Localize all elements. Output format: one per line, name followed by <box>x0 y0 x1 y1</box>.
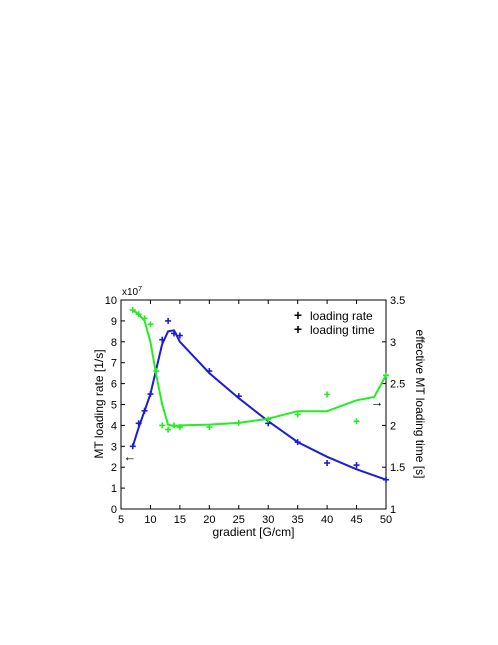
data-point-loading-time <box>265 416 272 423</box>
data-point-loading-time <box>141 315 148 322</box>
exponent-label: x107 <box>122 286 142 298</box>
data-point-loading-rate <box>165 317 172 324</box>
data-point-loading-time <box>165 426 172 433</box>
x-axis-label: gradient [G/cm] <box>212 525 294 539</box>
x-tick-label: 40 <box>321 514 333 526</box>
x-tick-label: 50 <box>380 514 392 526</box>
data-point-loading-rate <box>235 393 242 400</box>
data-point-loading-time <box>153 368 160 375</box>
left-y-tick-label: 1 <box>111 483 117 495</box>
axis-arrow-annotation: → <box>371 394 384 409</box>
data-point-loading-time <box>171 422 177 429</box>
left-y-tick-label: 3 <box>111 441 117 453</box>
left-y-tick-label: 0 <box>111 504 117 516</box>
series-layer: ←→ <box>123 307 389 483</box>
data-point-loading-rate <box>141 407 148 414</box>
data-point-loading-time <box>294 411 301 418</box>
data-point-loading-time <box>383 372 389 379</box>
left-y-tick-label: 4 <box>111 420 117 432</box>
series-line-loading-rate <box>131 329 387 481</box>
legend-label-loading-rate: loading rate <box>310 309 373 323</box>
x-tick-label: 10 <box>144 514 156 526</box>
right-y-tick-label: 1.5 <box>390 462 405 474</box>
data-point-loading-time <box>159 422 166 429</box>
exponent-superscript: 7 <box>138 286 142 293</box>
data-point-loading-time <box>129 307 136 314</box>
legend-label-loading-time: loading time <box>310 323 375 337</box>
left-y-tick-label: 7 <box>111 358 117 370</box>
left-y-tick-label: 2 <box>111 462 117 474</box>
data-point-loading-time <box>176 424 183 431</box>
data-point-loading-rate <box>176 332 183 339</box>
legend-marker-loading-time: + <box>294 321 302 337</box>
data-point-loading-time <box>324 391 331 398</box>
left-y-tick-label: 6 <box>111 379 117 391</box>
data-point-loading-rate <box>159 336 166 343</box>
left-y-tick-label: 8 <box>111 337 117 349</box>
data-point-loading-time <box>135 311 142 318</box>
data-point-loading-time <box>147 321 154 328</box>
data-point-loading-rate <box>147 391 154 398</box>
left-y-axis-label: MT loading rate [1/s] <box>92 349 106 458</box>
right-y-tick-label: 2 <box>390 420 396 432</box>
data-point-loading-time <box>206 424 213 431</box>
legend: + loading rate + loading time <box>294 307 375 337</box>
data-point-loading-rate <box>171 330 177 337</box>
axis-arrow-annotation: ← <box>123 449 136 464</box>
legend-marker-loading-rate: + <box>294 307 302 323</box>
data-point-loading-rate <box>294 439 301 446</box>
left-y-tick-label: 5 <box>111 400 117 412</box>
right-y-tick-label: 2.5 <box>390 379 405 391</box>
data-point-loading-rate <box>353 462 360 469</box>
data-point-loading-time <box>353 418 360 425</box>
right-y-tick-label: 3 <box>390 337 396 349</box>
right-y-tick-label: 1 <box>390 504 396 516</box>
data-point-loading-rate <box>324 460 331 467</box>
data-point-loading-rate <box>135 420 142 427</box>
x-tick-label: 35 <box>292 514 304 526</box>
data-point-loading-rate <box>206 368 213 375</box>
ticks-layer: 5 10 15 20 25 30 35 40 45 5001234567891011.522.53… <box>105 295 406 526</box>
right-y-axis-label: effective MT loading time [s] <box>413 330 427 479</box>
x-tick-label: 5 <box>118 514 124 526</box>
right-y-tick-label: 3.5 <box>390 295 405 307</box>
x-tick-label: 15 <box>174 514 186 526</box>
left-y-tick-label: 9 <box>111 316 117 328</box>
x-tick-label: 45 <box>350 514 362 526</box>
x-tick-label: 25 <box>233 514 245 526</box>
data-point-loading-time <box>235 419 242 426</box>
data-point-loading-rate <box>129 443 136 450</box>
x-tick-label: 30 <box>262 514 274 526</box>
left-y-tick-label: 10 <box>105 295 117 307</box>
x-tick-label: 20 <box>203 514 215 526</box>
data-point-loading-rate <box>383 476 389 483</box>
